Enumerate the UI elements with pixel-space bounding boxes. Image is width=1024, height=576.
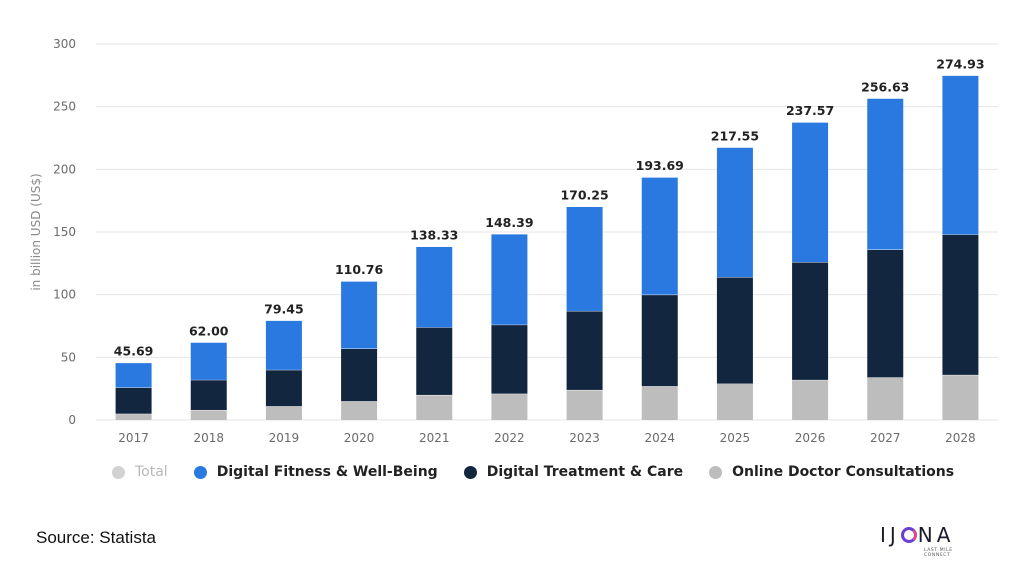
bar-segment-2017-digital-fitness-well-being[interactable] [115,362,152,388]
legend: Total Digital Fitness & Well-Being Digit… [112,464,954,480]
bar-segment-2020-online-doctor-consultations[interactable] [341,401,378,420]
x-tick-label-2022: 2022 [494,431,525,445]
legend-item-digital-fitness[interactable]: Digital Fitness & Well-Being [193,464,438,480]
bar-segment-2021-online-doctor-consultations[interactable] [416,394,453,420]
total-label-2027: 256.63 [861,79,909,94]
bar-segment-2024-digital-fitness-well-being[interactable] [641,177,678,295]
total-label-2017: 45.69 [114,344,154,359]
logo-tagline: LAST MILE CONNECT [924,548,953,558]
x-tick-label-2020: 2020 [344,431,375,445]
legend-marker-online-doctor [709,465,723,479]
total-label-2019: 79.45 [264,301,304,316]
bar-segment-2024-online-doctor-consultations[interactable] [641,386,678,420]
legend-item-online-doctor[interactable]: Online Doctor Consultations [709,464,954,480]
total-label-2024: 193.69 [636,158,684,173]
legend-label-total: Total [135,464,168,480]
bar-segment-2019-digital-treatment-care[interactable] [265,369,302,407]
bar-segment-2026-online-doctor-consultations[interactable] [792,379,829,420]
bar-segment-2018-online-doctor-consultations[interactable] [190,409,227,420]
bar-segment-2028-digital-fitness-well-being[interactable] [942,75,979,235]
legend-label-online-doctor: Online Doctor Consultations [732,464,955,480]
bar-segment-2023-online-doctor-consultations[interactable] [566,389,603,420]
x-axis: 2017 2018 2019 2020 2021 2022 2023 2024 2025 2026… [118,431,975,445]
total-label-2020: 110.76 [335,262,384,277]
logo-text-right: NA [917,523,955,547]
bar-segment-2027-digital-treatment-care[interactable] [867,249,904,378]
logo-ring-icon [900,527,917,543]
total-label-2026: 237.57 [786,103,834,118]
bar-segment-2026-digital-fitness-well-being[interactable] [792,122,829,263]
bar-segment-2019-online-doctor-consultations[interactable] [265,406,302,420]
x-tick-label-2024: 2024 [644,431,675,445]
y-axis: 0 50 100 150 200 250 300 [53,37,76,427]
y-tick-label: 250 [53,100,76,114]
bar-segment-2022-digital-treatment-care[interactable] [491,324,528,394]
bar-segment-2023-digital-treatment-care[interactable] [566,310,603,390]
bar-segment-2020-digital-treatment-care[interactable] [341,348,378,402]
legend-item-total[interactable]: Total [112,464,168,480]
x-tick-label-2017: 2017 [118,431,149,445]
brand-logo: IJ NA LAST MILE CONNECT [880,524,980,558]
bar-segment-2021-digital-fitness-well-being[interactable] [416,246,453,328]
x-tick-label-2025: 2025 [720,431,751,445]
y-axis-label: in billion USD (US$) [29,173,43,290]
x-tick-label-2023: 2023 [569,431,600,445]
bar-segment-2022-online-doctor-consultations[interactable] [491,393,528,420]
bar-segment-2027-digital-fitness-well-being[interactable] [867,98,904,250]
bar-segment-2026-digital-treatment-care[interactable] [792,262,829,380]
total-label-2025: 217.55 [711,128,759,143]
bar-segment-2028-online-doctor-consultations[interactable] [942,374,979,420]
y-tick-label: 50 [61,350,76,364]
bar-segment-2022-digital-fitness-well-being[interactable] [491,234,528,325]
gridlines [96,43,998,421]
total-labels: 45.69 62.00 79.45 110.76 138.33 148.39 170.25 1… [114,56,985,358]
legend-marker-digital-treatment [463,465,477,479]
bar-segment-2027-online-doctor-consultations[interactable] [867,377,904,420]
total-label-2021: 138.33 [410,228,458,243]
total-label-2023: 170.25 [560,188,608,203]
x-tick-label-2026: 2026 [795,431,826,445]
total-label-2022: 148.39 [485,215,533,230]
x-tick-label-2021: 2021 [419,431,450,445]
bar-segment-2023-digital-fitness-well-being[interactable] [566,206,603,311]
bar-segment-2020-digital-fitness-well-being[interactable] [341,281,378,349]
x-tick-label-2019: 2019 [269,431,300,445]
total-label-2028: 274.93 [936,56,984,71]
logo-text-left: IJ [880,523,900,547]
legend-marker-total [112,465,125,479]
bar-segment-2024-digital-treatment-care[interactable] [641,294,678,387]
bar-segment-2018-digital-treatment-care[interactable] [190,379,227,410]
bar-segment-2025-digital-fitness-well-being[interactable] [716,147,753,278]
legend-item-digital-treatment[interactable]: Digital Treatment & Care [463,464,684,480]
y-tick-label: 300 [53,37,76,51]
legend-label-digital-treatment: Digital Treatment & Care [486,464,684,480]
y-tick-label: 0 [68,413,76,427]
x-tick-label-2027: 2027 [870,431,901,445]
bars [115,75,979,420]
bar-segment-2028-digital-treatment-care[interactable] [942,234,979,375]
y-tick-label: 150 [53,225,76,239]
x-tick-label-2028: 2028 [945,431,976,445]
source-note: Source: Statista [36,528,157,547]
bar-segment-2019-digital-fitness-well-being[interactable] [265,320,302,370]
bar-segment-2025-online-doctor-consultations[interactable] [716,383,753,420]
y-tick-label: 200 [53,162,76,176]
legend-label-digital-fitness: Digital Fitness & Well-Being [216,464,438,480]
bar-segment-2017-online-doctor-consultations[interactable] [115,413,152,420]
bar-segment-2025-digital-treatment-care[interactable] [716,277,753,384]
bar-segment-2017-digital-treatment-care[interactable] [115,387,152,414]
legend-marker-digital-fitness [193,465,207,479]
bar-segment-2021-digital-treatment-care[interactable] [416,327,453,395]
total-label-2018: 62.00 [189,323,229,338]
x-tick-label-2018: 2018 [193,431,224,445]
bar-segment-2018-digital-fitness-well-being[interactable] [190,342,227,380]
y-tick-label: 100 [53,288,76,302]
